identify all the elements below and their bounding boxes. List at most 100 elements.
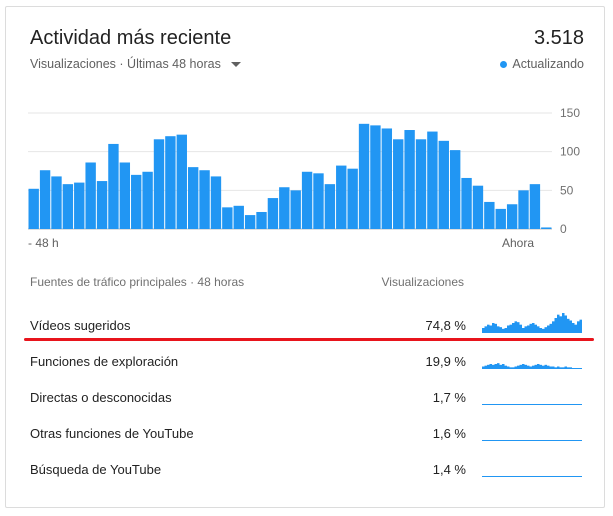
chart-bar[interactable] [187, 167, 199, 229]
sparkline-bar [532, 323, 535, 333]
sparkline-bar [544, 404, 547, 405]
sparkline-bar [492, 323, 495, 333]
chart-bar[interactable] [370, 125, 381, 229]
chart-bar[interactable] [222, 207, 233, 229]
chart-bar[interactable] [51, 176, 62, 229]
chart-bar[interactable] [472, 185, 484, 229]
chart-bar[interactable] [324, 184, 336, 229]
sparkline-bar [549, 440, 552, 441]
chart-bar[interactable] [495, 208, 506, 229]
traffic-source-row[interactable]: Vídeos sugeridos 74,8 % [6, 307, 604, 343]
sparkline-bar [484, 326, 487, 333]
y-tick-label: 100 [560, 145, 580, 159]
sparkline-bar [502, 364, 505, 369]
chart-bar[interactable] [279, 187, 290, 229]
sparkline-bar [484, 404, 487, 405]
chart-bar[interactable] [233, 205, 244, 229]
chart-bar[interactable] [96, 181, 108, 229]
chart-bar[interactable] [39, 170, 51, 229]
chart-bar[interactable] [165, 136, 176, 229]
chart-bar[interactable] [541, 227, 552, 229]
chart-bar[interactable] [415, 139, 427, 229]
sparkline-bar [499, 404, 502, 405]
chart-bar[interactable] [210, 176, 222, 229]
chart-bar[interactable] [427, 131, 438, 229]
sparkline-bar [499, 440, 502, 441]
total-views: 3.518 [533, 27, 584, 49]
chart-bar[interactable] [290, 190, 301, 229]
traffic-source-row[interactable]: Directas o desconocidas 1,7 % [6, 379, 604, 415]
sparkline-bar [527, 476, 530, 477]
traffic-sparkline [482, 476, 582, 477]
sparkline-bar [487, 324, 490, 333]
chart-bar[interactable] [153, 139, 165, 229]
chart-bar[interactable] [267, 198, 279, 229]
sparkline-bar [562, 440, 565, 441]
chart-bar[interactable] [301, 171, 313, 229]
sparkline-bar [502, 328, 505, 333]
sparkline-bar [494, 364, 497, 369]
sparkline-bar [489, 476, 492, 477]
sparkline-bar [507, 440, 510, 441]
traffic-source-label: Búsqueda de YouTube [30, 462, 162, 477]
sparkline-bar [542, 328, 545, 333]
sparkline-bar [554, 476, 557, 477]
chart-bar[interactable] [108, 143, 119, 229]
sparkline-bar [544, 476, 547, 477]
sparkline-bar [564, 476, 567, 477]
sparkline-bar [544, 327, 547, 333]
chart-bar[interactable] [438, 140, 449, 229]
sparkline-bar [519, 324, 522, 333]
chart-bar[interactable] [484, 201, 495, 229]
metric-period-dropdown[interactable]: Visualizaciones · Últimas 48 horas [30, 57, 241, 71]
chart-bar[interactable] [529, 184, 541, 229]
chart-bar[interactable] [74, 182, 85, 229]
chart-bar[interactable] [313, 173, 324, 229]
chart-bar[interactable] [85, 162, 96, 229]
traffic-source-row[interactable]: Otras funciones de YouTube 1,6 % [6, 415, 604, 451]
chart-bar[interactable] [393, 139, 404, 229]
chart-bar[interactable] [131, 174, 142, 229]
sparkline-bar [507, 404, 510, 405]
chart-bar[interactable] [404, 130, 415, 229]
sparkline-bar [524, 326, 527, 333]
chart-bar[interactable] [244, 215, 256, 229]
sparkline-bar [487, 364, 490, 369]
sparkline-bar [534, 404, 537, 405]
sparkline-bar [577, 440, 580, 441]
sparkline-bar [547, 476, 550, 477]
sparkline-bar [569, 476, 572, 477]
chart-bar[interactable] [449, 150, 461, 229]
chart-bar[interactable] [381, 128, 393, 229]
chart-bar[interactable] [506, 204, 518, 229]
sparkline-bar [542, 476, 545, 477]
sparkline-bar [487, 440, 490, 441]
chart-bar[interactable] [28, 188, 39, 229]
sparkline-bar [489, 440, 492, 441]
traffic-source-row[interactable]: Funciones de exploración 19,9 % [6, 343, 604, 379]
sparkline-bar [562, 367, 565, 369]
sparkline-bar [567, 404, 570, 405]
chart-bar[interactable] [199, 170, 210, 229]
chart-bar[interactable] [119, 162, 131, 229]
traffic-source-row[interactable]: Búsqueda de YouTube 1,4 % [6, 451, 604, 487]
chart-bar[interactable] [358, 123, 370, 229]
chart-bar[interactable] [336, 165, 347, 229]
sparkline-bar [504, 404, 507, 405]
chart-bar[interactable] [461, 177, 472, 229]
sparkline-bar [504, 476, 507, 477]
chart-bar[interactable] [62, 184, 74, 229]
chart-bar[interactable] [347, 168, 358, 229]
sparkline-bar [552, 440, 555, 441]
sparkline-bar [572, 368, 575, 369]
chart-bar[interactable] [176, 134, 187, 229]
chart-bar[interactable] [142, 171, 153, 229]
sparkline-bar [567, 476, 570, 477]
sparkline-bar [534, 476, 537, 477]
sparkline-bar [574, 440, 577, 441]
sparkline-bar [572, 323, 575, 333]
sparkline-bar [559, 440, 562, 441]
chart-bar[interactable] [256, 211, 267, 229]
chart-bar[interactable] [518, 190, 529, 229]
sparkline-bar [562, 404, 565, 405]
